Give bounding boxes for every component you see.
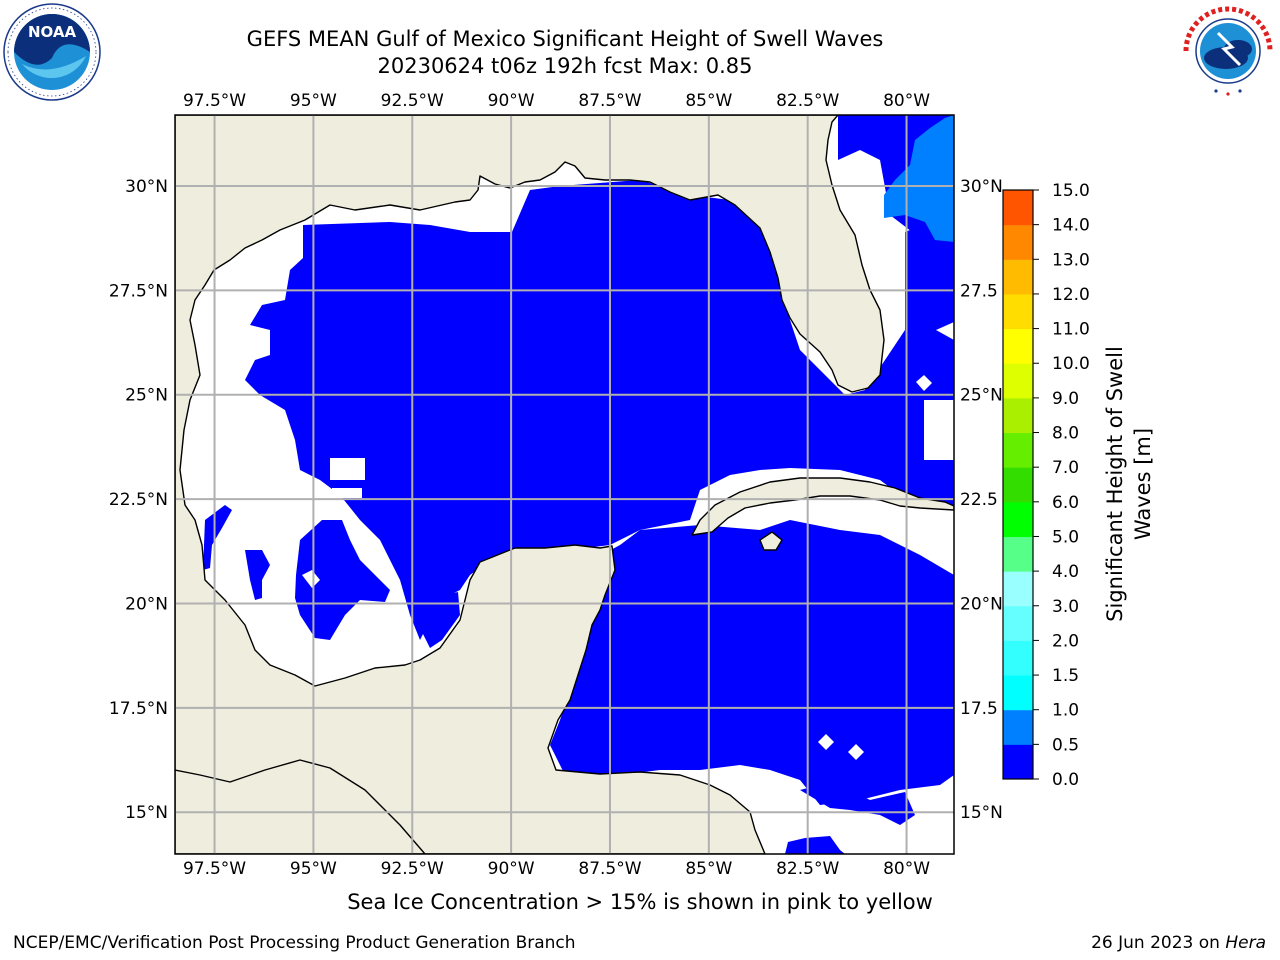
colorbar-bin — [1003, 293, 1033, 330]
land-areas — [175, 115, 954, 854]
swell-field-low — [203, 115, 954, 854]
colorbar-bin — [1003, 640, 1033, 676]
lon-labels-top: 97.5°W 95°W 92.5°W 90°W 87.5°W 85°W 82.5°W 80°W — [183, 91, 930, 111]
colorbar-tick-label: 15.0 — [1052, 181, 1090, 201]
run-date-text: 26 Jun 2023 on — [1091, 933, 1226, 953]
plot-title: GEFS MEAN Gulf of Mexico Significant Hei… — [246, 27, 884, 51]
lon-label-bottom: 80°W — [883, 859, 930, 879]
sea-ice-note: Sea Ice Concentration > 15% is shown in … — [347, 890, 933, 914]
colorbar-tick-label: 7.0 — [1052, 458, 1079, 478]
noaa-logo-icon: NOAA — [3, 3, 101, 101]
lon-label-top: 90°W — [488, 91, 535, 111]
lat-label-right: 15°N — [960, 803, 1003, 823]
colorbar-tick-label: 10.0 — [1052, 354, 1090, 374]
colorbar-tick-label: 9.0 — [1052, 389, 1079, 409]
colorbar-label-line1: Significant Height of Swell — [1103, 346, 1127, 622]
colorbar-tick-label: 13.0 — [1052, 250, 1090, 270]
colorbar-tick-label: 8.0 — [1052, 424, 1079, 444]
colorbar-tick-label: 2.0 — [1052, 631, 1079, 651]
colorbar-bin — [1003, 709, 1033, 745]
lat-label-right: 20°N — [960, 594, 1003, 614]
lon-label-top: 95°W — [290, 91, 337, 111]
land-cuba — [691, 477, 954, 536]
lat-labels-right: 15°N 17.5 20°N 22.5 25°N 27.5 30°N — [960, 177, 1003, 823]
lat-labels-left: 15°N 17.5°N 20°N 22.5°N 25°N 27.5°N 30°N — [109, 177, 168, 823]
lon-label-bottom: 90°W — [488, 859, 535, 879]
lat-label-right: 27.5 — [960, 281, 998, 301]
colorbar-bin — [1003, 501, 1033, 537]
colorbar-tick-label: 0.0 — [1052, 770, 1079, 790]
colorbar-bin — [1003, 397, 1033, 434]
land-north-america — [175, 115, 885, 854]
colorbar-bin — [1003, 224, 1033, 260]
colorbar-bin — [1003, 536, 1033, 572]
lon-labels-bottom: 97.5°W 95°W 92.5°W 90°W 87.5°W 85°W 82.5°W 80°W — [183, 859, 930, 879]
lat-label-right: 17.5 — [960, 699, 998, 719]
land-isle-of-youth — [759, 531, 783, 551]
run-date: 26 Jun 2023 on Hera — [1091, 933, 1266, 953]
swell-field-white-patches — [302, 322, 954, 760]
credit-text: NCEP/EMC/Verification Post Processing Pr… — [13, 933, 576, 953]
lat-label-left: 22.5°N — [109, 490, 168, 510]
plot-subtitle: 20230624 t06z 192h fcst Max: 0.85 — [377, 54, 753, 78]
colorbar-bin — [1003, 259, 1033, 295]
noaa-logo-text: NOAA — [28, 23, 77, 41]
colorbar-bin — [1003, 605, 1033, 641]
map-grid — [175, 115, 954, 854]
colorbar-tick-label: 6.0 — [1052, 493, 1079, 513]
lat-label-left: 27.5°N — [109, 281, 168, 301]
colorbar-bin — [1003, 744, 1033, 780]
map-frame — [174, 114, 955, 855]
colorbar-bin — [1003, 190, 1033, 226]
lon-label-top: 82.5°W — [776, 91, 839, 111]
lat-label-left: 20°N — [125, 594, 168, 614]
lon-label-bottom: 97.5°W — [183, 859, 246, 879]
lon-label-top: 97.5°W — [183, 91, 246, 111]
nws-logo-icon — [1182, 5, 1274, 97]
lon-label-top: 87.5°W — [578, 91, 641, 111]
colorbar-tick-label: 12.0 — [1052, 285, 1090, 305]
lon-label-top: 85°W — [685, 91, 732, 111]
colorbar-bin — [1003, 363, 1033, 399]
colorbar-bin — [1003, 432, 1033, 468]
lat-label-right: 22.5 — [960, 490, 998, 510]
lon-label-bottom: 87.5°W — [578, 859, 641, 879]
run-host: Hera — [1225, 933, 1266, 953]
lon-label-bottom: 82.5°W — [776, 859, 839, 879]
lon-label-bottom: 95°W — [290, 859, 337, 879]
colorbar-tick-label: 3.0 — [1052, 597, 1079, 617]
colorbar-bin — [1003, 467, 1033, 503]
colorbar-tick-label: 0.5 — [1052, 735, 1079, 755]
lat-label-right: 30°N — [960, 177, 1003, 197]
colorbar-tick-label: 4.0 — [1052, 562, 1079, 582]
colorbar-bin — [1003, 675, 1033, 711]
colorbar-bin — [1003, 328, 1033, 364]
lat-label-left: 17.5°N — [109, 699, 168, 719]
lat-label-left: 15°N — [125, 803, 168, 823]
colorbar-tick-labels: 0.0 0.5 1.0 1.5 2.0 3.0 4.0 5.0 6.0 7.0 8.0 9.0 10.0… — [1033, 181, 1090, 790]
colorbar-label-line2: Waves [m] — [1131, 428, 1155, 540]
colorbar-tick-label: 5.0 — [1052, 527, 1079, 547]
lat-label-right: 25°N — [960, 386, 1003, 406]
lon-label-bottom: 85°W — [685, 859, 732, 879]
colorbar-bin — [1003, 571, 1033, 607]
colorbar-frame — [1002, 189, 1034, 780]
colorbar — [1003, 190, 1033, 780]
colorbar-tick-label: 11.0 — [1052, 320, 1090, 340]
lon-label-top: 92.5°W — [381, 91, 444, 111]
lat-label-left: 30°N — [125, 177, 168, 197]
lon-label-bottom: 92.5°W — [381, 859, 444, 879]
colorbar-tick-label: 14.0 — [1052, 216, 1090, 236]
lon-label-top: 80°W — [883, 91, 930, 111]
colorbar-tick-label: 1.0 — [1052, 701, 1079, 721]
colorbar-tick-label: 1.5 — [1052, 666, 1079, 686]
lat-label-left: 25°N — [125, 386, 168, 406]
